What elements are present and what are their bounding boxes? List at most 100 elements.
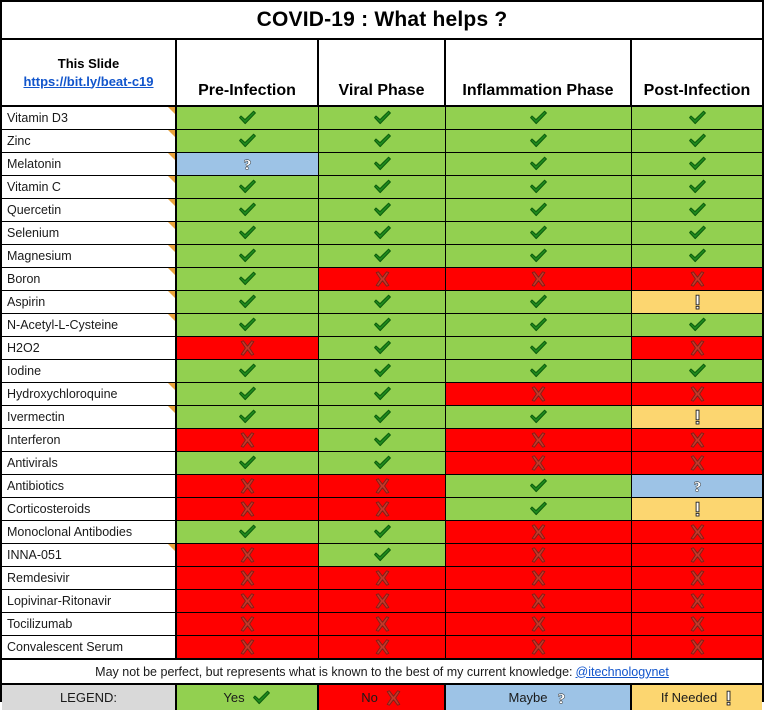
status-cell-no[interactable] (446, 613, 632, 635)
row-label-cell[interactable]: Remdesivir (2, 567, 177, 589)
status-cell-yes[interactable] (177, 383, 319, 405)
comment-indicator-icon[interactable] (168, 406, 175, 413)
row-label-cell[interactable]: Antibiotics (2, 475, 177, 497)
row-label-cell[interactable]: N-Acetyl-L-Cysteine (2, 314, 177, 336)
status-cell-no[interactable] (319, 613, 446, 635)
column-header-pre-infection[interactable]: Pre-Infection (177, 40, 319, 105)
status-cell-yes[interactable] (446, 222, 632, 244)
row-label-cell[interactable]: Tocilizumab (2, 613, 177, 635)
status-cell-yes[interactable] (319, 153, 446, 175)
row-label-cell[interactable]: Zinc (2, 130, 177, 152)
status-cell-yes[interactable] (632, 153, 762, 175)
status-cell-no[interactable] (446, 636, 632, 658)
status-cell-yes[interactable] (319, 452, 446, 474)
status-cell-no[interactable] (632, 544, 762, 566)
footer-handle-link[interactable]: @itechnologynet (575, 664, 669, 679)
status-cell-no[interactable] (446, 452, 632, 474)
status-cell-yes[interactable] (446, 406, 632, 428)
row-label-cell[interactable]: Corticosteroids (2, 498, 177, 520)
status-cell-yes[interactable] (446, 498, 632, 520)
comment-indicator-icon[interactable] (168, 176, 175, 183)
status-cell-no[interactable] (632, 590, 762, 612)
status-cell-no[interactable] (319, 475, 446, 497)
status-cell-yes[interactable] (177, 314, 319, 336)
status-cell-no[interactable] (446, 590, 632, 612)
row-label-cell[interactable]: Hydroxychloroquine (2, 383, 177, 405)
status-cell-no[interactable] (319, 636, 446, 658)
status-cell-maybe[interactable]: ? (632, 475, 762, 497)
row-label-cell[interactable]: Monoclonal Antibodies (2, 521, 177, 543)
row-label-cell[interactable]: Vitamin D3 (2, 107, 177, 129)
status-cell-yes[interactable] (446, 107, 632, 129)
status-cell-yes[interactable] (446, 291, 632, 313)
status-cell-yes[interactable] (177, 406, 319, 428)
comment-indicator-icon[interactable] (168, 314, 175, 321)
comment-indicator-icon[interactable] (168, 291, 175, 298)
status-cell-if-needed[interactable] (632, 406, 762, 428)
status-cell-no[interactable] (632, 452, 762, 474)
row-label-cell[interactable]: INNA-051 (2, 544, 177, 566)
status-cell-yes[interactable] (446, 360, 632, 382)
status-cell-no[interactable] (177, 613, 319, 635)
status-cell-yes[interactable] (319, 222, 446, 244)
comment-indicator-icon[interactable] (168, 544, 175, 551)
row-label-cell[interactable]: Convalescent Serum (2, 636, 177, 658)
status-cell-yes[interactable] (177, 130, 319, 152)
status-cell-yes[interactable] (446, 199, 632, 221)
status-cell-no[interactable] (446, 521, 632, 543)
row-label-cell[interactable]: Lopivinar-Ritonavir (2, 590, 177, 612)
status-cell-yes[interactable] (319, 360, 446, 382)
status-cell-yes[interactable] (177, 199, 319, 221)
status-cell-yes[interactable] (319, 199, 446, 221)
status-cell-yes[interactable] (319, 521, 446, 543)
row-label-cell[interactable]: Antivirals (2, 452, 177, 474)
status-cell-no[interactable] (632, 429, 762, 451)
status-cell-no[interactable] (177, 590, 319, 612)
status-cell-yes[interactable] (319, 130, 446, 152)
row-label-cell[interactable]: H2O2 (2, 337, 177, 359)
status-cell-yes[interactable] (177, 268, 319, 290)
status-cell-no[interactable] (177, 498, 319, 520)
status-cell-yes[interactable] (319, 544, 446, 566)
comment-indicator-icon[interactable] (168, 199, 175, 206)
status-cell-yes[interactable] (319, 383, 446, 405)
row-label-cell[interactable]: Interferon (2, 429, 177, 451)
status-cell-no[interactable] (632, 636, 762, 658)
row-label-cell[interactable]: Quercetin (2, 199, 177, 221)
comment-indicator-icon[interactable] (168, 222, 175, 229)
comment-indicator-icon[interactable] (168, 268, 175, 275)
status-cell-if-needed[interactable] (632, 498, 762, 520)
row-label-cell[interactable]: Vitamin C (2, 176, 177, 198)
row-label-cell[interactable]: Iodine (2, 360, 177, 382)
status-cell-no[interactable] (319, 498, 446, 520)
status-cell-no[interactable] (177, 636, 319, 658)
comment-indicator-icon[interactable] (168, 130, 175, 137)
column-header-post-infection[interactable]: Post-Infection (643, 82, 751, 99)
status-cell-no[interactable] (319, 590, 446, 612)
status-cell-yes[interactable] (632, 360, 762, 382)
comment-indicator-icon[interactable] (168, 383, 175, 390)
status-cell-no[interactable] (446, 544, 632, 566)
status-cell-no[interactable] (632, 521, 762, 543)
row-label-cell[interactable]: Boron (2, 268, 177, 290)
status-cell-no[interactable] (632, 613, 762, 635)
status-cell-no[interactable] (446, 567, 632, 589)
this-slide-link[interactable]: https://bit.ly/beat-c19 (23, 73, 154, 89)
status-cell-yes[interactable] (446, 245, 632, 267)
status-cell-yes[interactable] (632, 107, 762, 129)
status-cell-no[interactable] (177, 337, 319, 359)
status-cell-yes[interactable] (177, 107, 319, 129)
status-cell-no[interactable] (319, 268, 446, 290)
status-cell-yes[interactable] (446, 130, 632, 152)
row-label-cell[interactable]: Melatonin (2, 153, 177, 175)
status-cell-no[interactable] (446, 429, 632, 451)
comment-indicator-icon[interactable] (168, 153, 175, 160)
status-cell-yes[interactable] (319, 314, 446, 336)
status-cell-no[interactable] (446, 268, 632, 290)
status-cell-yes[interactable] (177, 521, 319, 543)
status-cell-maybe[interactable]: ? (177, 153, 319, 175)
row-label-cell[interactable]: Aspirin (2, 291, 177, 313)
status-cell-yes[interactable] (319, 107, 446, 129)
status-cell-no[interactable] (177, 544, 319, 566)
status-cell-no[interactable] (632, 567, 762, 589)
